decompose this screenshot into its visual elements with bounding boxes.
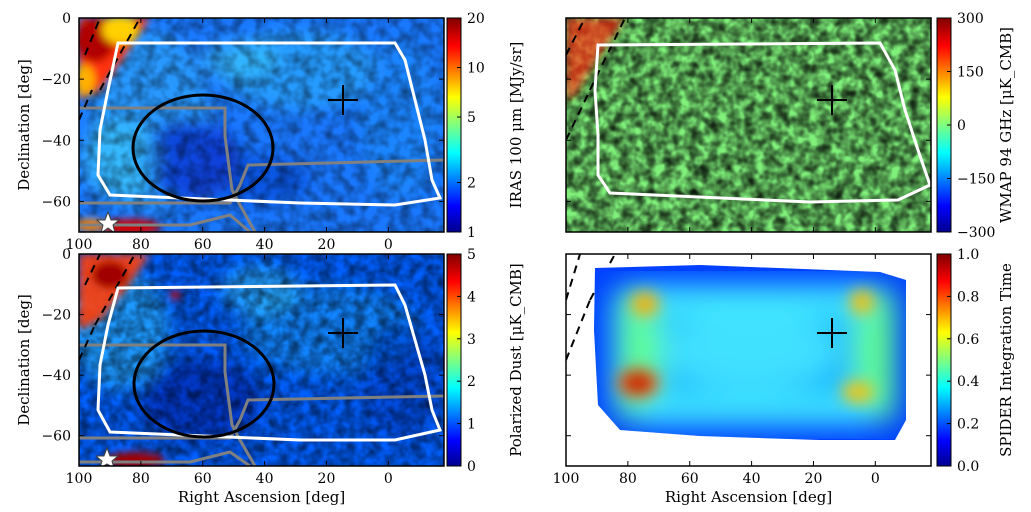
colorbar-tick-label: 0.0 [957, 459, 979, 475]
x-tick-label: 40 [743, 471, 761, 487]
x-tick-label: 80 [619, 471, 637, 487]
colorbar-label: SPIDER Integration Time [997, 263, 1015, 457]
x-tick-label: 100 [66, 471, 93, 487]
colorbar-tick-label: 20 [467, 11, 485, 27]
panel-wmap-map [565, 17, 952, 233]
x-axis-label: Right Ascension [deg] [665, 488, 832, 506]
x-tick-label: 20 [805, 471, 823, 487]
cross-marker [328, 318, 358, 348]
x-tick-label: 80 [132, 471, 150, 487]
colorbar-tick-label: 10 [467, 61, 485, 77]
y-tick-label: −60 [41, 429, 71, 445]
y-axis-label: Declination [deg] [15, 59, 33, 191]
colorbar-label: IRAS 100 μm [MJy/sr] [507, 42, 525, 209]
y-tick-label: −20 [41, 308, 71, 324]
colorbar-label: WMAP 94 GHz [μK_CMB] [997, 27, 1015, 223]
colorbar-tick-label: 2 [467, 175, 476, 191]
panel-iras-map [78, 17, 462, 233]
colorbar-tick-label: 1 [467, 225, 476, 241]
x-tick-label: 80 [132, 237, 150, 253]
cross-marker [328, 85, 358, 115]
colorbar-tick-label: 0.2 [957, 417, 979, 433]
x-tick-label: 0 [384, 471, 393, 487]
x-tick-label: 0 [384, 237, 393, 253]
colorbar-tick-label: 1.0 [957, 247, 979, 263]
y-tick-label: −60 [41, 194, 71, 210]
colorbar-tick-label: −150 [957, 172, 995, 188]
y-axis-label: Declination [deg] [15, 294, 33, 426]
colorbar-spider [936, 253, 952, 467]
deep-field-circle [132, 329, 276, 439]
colorbar-tick-label: 0 [467, 459, 476, 475]
x-tick-label: 100 [66, 237, 93, 253]
colorbar-tick-label: 0.8 [957, 289, 979, 305]
colorbar-tick-label: 1 [467, 417, 476, 433]
colorbar-dust [446, 253, 462, 467]
y-tick-label: 0 [62, 11, 71, 27]
colorbar-tick-label: 5 [467, 247, 476, 263]
colorbar-tick-label: 5 [467, 110, 476, 126]
x-tick-label: 40 [256, 237, 274, 253]
colorbar-iras [446, 17, 462, 233]
colorbar-tick-label: −300 [957, 225, 995, 241]
x-tick-label: 0 [871, 471, 880, 487]
panel-spider-map [565, 253, 952, 467]
x-tick-label: 100 [553, 471, 580, 487]
deep-field-circle [131, 93, 275, 203]
x-tick-label: 60 [681, 471, 699, 487]
y-tick-label: −40 [41, 133, 71, 149]
x-tick-label: 60 [194, 471, 212, 487]
panel-dust-map [78, 253, 462, 467]
x-tick-label: 20 [318, 237, 336, 253]
star-marker [95, 210, 121, 232]
x-tick-label: 40 [256, 471, 274, 487]
y-tick-label: −20 [41, 72, 71, 88]
y-tick-label: 0 [62, 247, 71, 263]
star-marker [94, 446, 120, 466]
cross-marker [817, 85, 847, 115]
colorbar-tick-label: 3 [467, 332, 476, 348]
colorbar-tick-label: 2 [467, 374, 476, 390]
colorbar-tick-label: 0.4 [957, 374, 979, 390]
x-tick-label: 60 [194, 237, 212, 253]
survey-footprint [96, 41, 443, 207]
x-tick-label: 20 [318, 471, 336, 487]
x-axis-label: Right Ascension [deg] [178, 488, 345, 506]
colorbar-tick-label: 0.6 [957, 332, 979, 348]
colorbar-tick-label: 300 [957, 11, 984, 27]
colorbar-tick-label: 4 [467, 289, 476, 305]
y-tick-label: −40 [41, 368, 71, 384]
colorbar-label: Polarized Dust [μK_CMB] [507, 263, 525, 457]
colorbar-tick-label: 0 [957, 118, 966, 134]
colorbar-tick-label: 150 [957, 65, 984, 81]
cross-marker [817, 318, 847, 348]
